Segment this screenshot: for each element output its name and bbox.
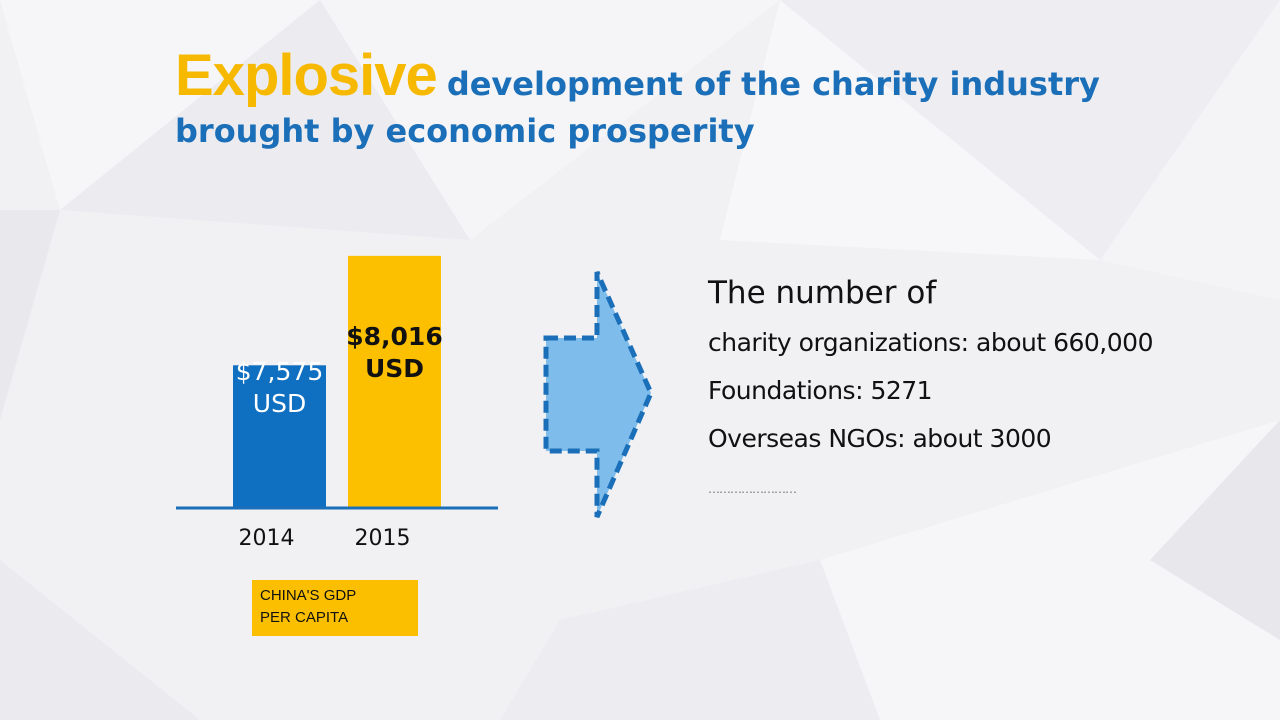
bar-2015 bbox=[348, 255, 441, 508]
title-rest: development of the charity industry bbox=[446, 65, 1100, 103]
info-ellipsis: …………………… bbox=[708, 482, 797, 496]
caption-line-1: China's GDP bbox=[260, 587, 357, 604]
right-arrow-icon bbox=[543, 270, 654, 518]
bar-value-label-2015-2: USD bbox=[365, 354, 424, 383]
bar-2014 bbox=[233, 365, 326, 508]
page-title-line-2: brought by economic prosperity bbox=[175, 112, 755, 150]
bar-value-label-2014-2: USD bbox=[253, 389, 306, 418]
title-highlight-word: Explosive bbox=[175, 43, 438, 108]
bar-value-label-2014-1: $7,575 bbox=[236, 357, 323, 386]
caption-line-2: per capita bbox=[260, 609, 349, 626]
chart-caption: China's GDP per capita bbox=[252, 580, 418, 636]
x-tick-label-2014: 2014 bbox=[239, 526, 295, 551]
bar-value-label-2015-1: $8,016 bbox=[346, 322, 442, 351]
info-line-ngos: Overseas NGOs: about 3000 bbox=[708, 424, 1052, 453]
page-title-line-1: Explosive development of the charity indu… bbox=[175, 42, 1100, 109]
info-line-charity: charity organizations: about 660,000 bbox=[708, 328, 1153, 357]
info-line-foundations: Foundations: 5271 bbox=[708, 376, 933, 405]
x-tick-label-2015: 2015 bbox=[355, 526, 411, 551]
info-heading: The number of bbox=[708, 275, 937, 311]
